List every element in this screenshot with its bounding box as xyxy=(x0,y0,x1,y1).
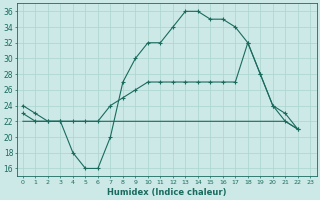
X-axis label: Humidex (Indice chaleur): Humidex (Indice chaleur) xyxy=(107,188,226,197)
